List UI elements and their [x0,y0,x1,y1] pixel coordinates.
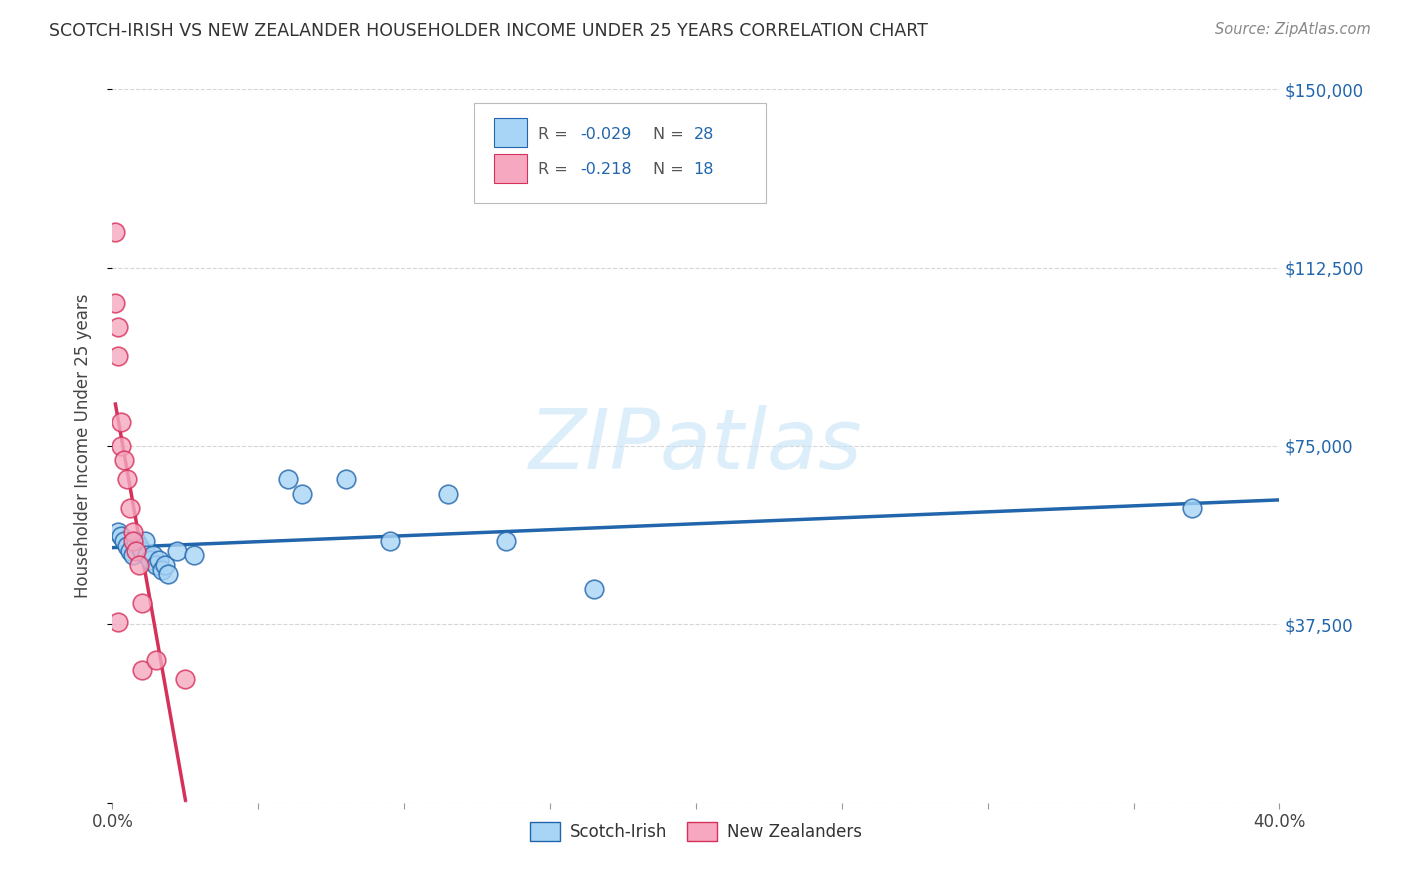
Point [131,596,153,610]
Text: -0.029: -0.029 [581,127,631,142]
Point [128,539,150,553]
Point [131,543,153,558]
Point [139,553,162,567]
Point [125,543,148,558]
Point [166,543,188,558]
Point [107,615,129,629]
Point [112,453,135,467]
Point [136,549,159,563]
Point [110,529,132,543]
Point [122,549,145,563]
Point [495,534,517,549]
Point [104,225,127,239]
Text: R =: R = [538,162,574,178]
Point [142,549,165,563]
Legend: Scotch-Irish, New Zealanders: Scotch-Irish, New Zealanders [523,815,869,848]
Point [156,567,179,582]
Point [153,558,176,572]
Point [107,320,129,334]
Point [183,549,205,563]
Point [122,524,145,539]
Text: ZIPatlas: ZIPatlas [529,406,863,486]
Point [145,653,167,667]
Point [104,296,127,310]
Point [1181,500,1204,515]
Text: R =: R = [538,127,574,142]
Text: -0.218: -0.218 [581,162,633,178]
Point [131,663,153,677]
Text: 18: 18 [693,162,714,178]
Point [150,563,173,577]
Point [378,534,401,549]
Point [125,534,148,549]
Point [276,472,298,486]
Point [122,534,145,549]
Point [128,558,150,572]
Text: Source: ZipAtlas.com: Source: ZipAtlas.com [1215,22,1371,37]
Point [118,543,141,558]
Point [174,672,197,686]
Point [110,439,132,453]
Point [134,534,156,549]
Point [335,472,357,486]
Point [110,415,132,429]
Point [291,486,314,500]
Point [115,539,138,553]
Point [145,558,167,572]
FancyBboxPatch shape [474,103,766,203]
Point [112,534,135,549]
Point [437,486,460,500]
Point [582,582,605,596]
Y-axis label: Householder Income Under 25 years: Householder Income Under 25 years [73,293,91,599]
Text: 28: 28 [693,127,714,142]
Text: N =: N = [652,127,689,142]
Point [148,553,170,567]
Point [107,349,129,363]
Bar [494,119,527,147]
Point [118,500,141,515]
Bar [494,154,527,183]
Point [115,472,138,486]
Text: N =: N = [652,162,689,178]
Text: SCOTCH-IRISH VS NEW ZEALANDER HOUSEHOLDER INCOME UNDER 25 YEARS CORRELATION CHAR: SCOTCH-IRISH VS NEW ZEALANDER HOUSEHOLDE… [49,22,928,40]
Point [107,524,129,539]
